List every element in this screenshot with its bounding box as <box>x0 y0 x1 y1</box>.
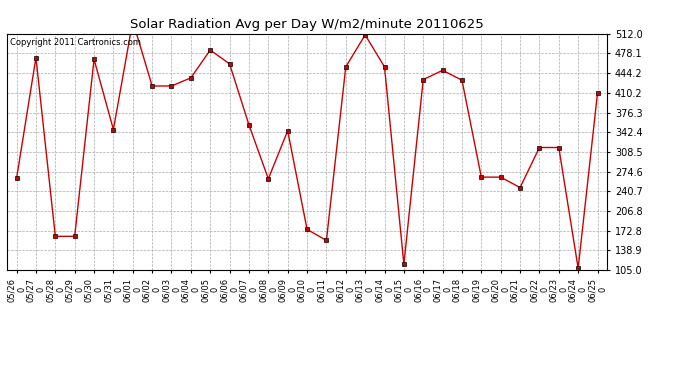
Title: Solar Radiation Avg per Day W/m2/minute 20110625: Solar Radiation Avg per Day W/m2/minute … <box>130 18 484 31</box>
Text: Copyright 2011 Cartronics.com: Copyright 2011 Cartronics.com <box>10 39 141 48</box>
